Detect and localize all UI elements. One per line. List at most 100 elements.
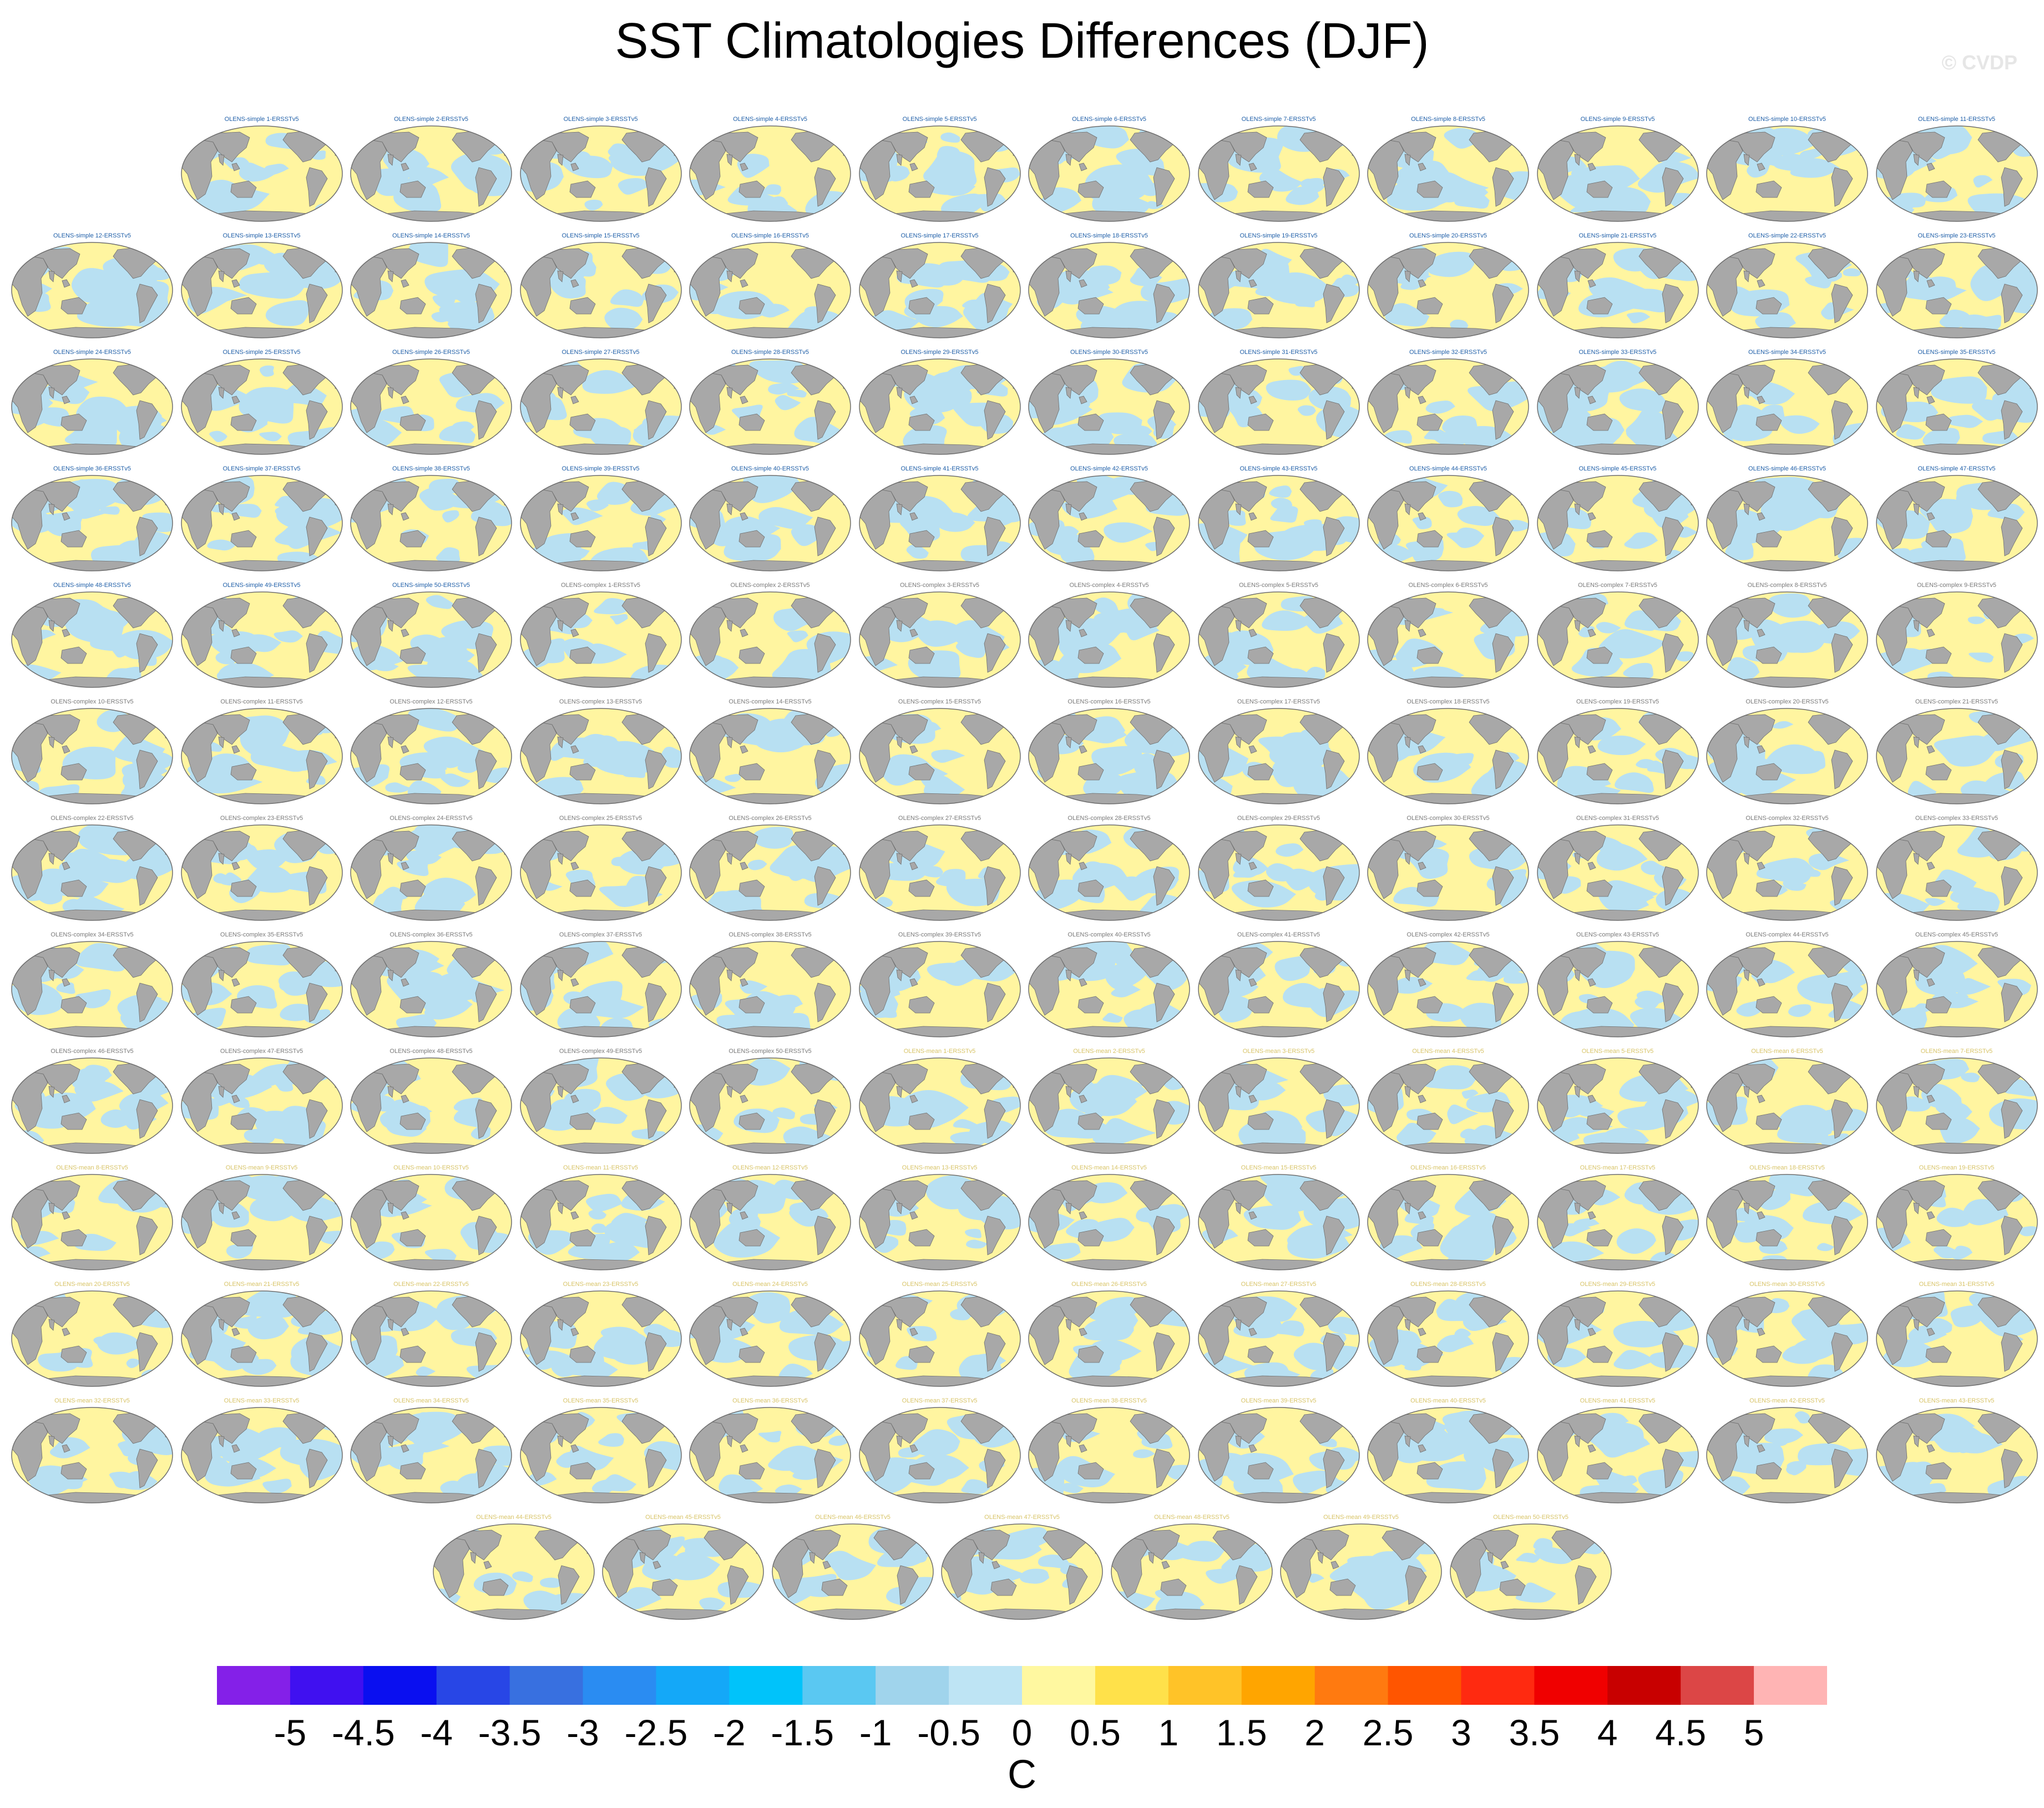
map-panel-label: OLENS-simple 45-ERSSTv5: [1578, 465, 1657, 472]
land-mass: [1386, 248, 1436, 279]
cool-anomaly-region: [1596, 843, 1648, 871]
cool-anomaly-region: [1930, 376, 1987, 404]
land-mass: [896, 503, 902, 515]
cool-anomaly-region: [1769, 1174, 1818, 1197]
land-mass: [306, 983, 327, 1022]
land-mass: [1510, 710, 1524, 721]
map-plot: [1875, 358, 2038, 455]
map-outline: [1367, 125, 1529, 222]
land-mass: [1849, 826, 1863, 837]
map-panel: OLENS-mean 39-ERSSTv5: [1196, 1397, 1362, 1508]
map-panel: OLENS-mean 20-ERSSTv5: [9, 1280, 175, 1391]
land-mass: [1248, 512, 1257, 521]
map-panel-label: OLENS-complex 43-ERSSTv5: [1576, 931, 1660, 938]
map-plot: [1197, 824, 1360, 921]
land-mass: [1895, 481, 1945, 512]
map-panel: OLENS-mean 19-ERSSTv5: [1874, 1164, 2040, 1275]
map-panel: OLENS-simple 9-ERSSTv5: [1535, 115, 1701, 226]
map-outline: [858, 708, 1021, 804]
land-mass: [30, 714, 80, 745]
land-mass: [1587, 279, 1596, 288]
cool-anomaly-region: [1431, 432, 1471, 447]
map-panel-label: OLENS-simple 20-ERSSTv5: [1409, 232, 1487, 239]
land-mass: [569, 297, 595, 315]
cool-anomaly-region: [589, 1107, 628, 1124]
land-mass: [475, 749, 497, 789]
colorbar-swatch: [1534, 1666, 1608, 1705]
map-plot: [180, 941, 343, 1037]
map-plot: [180, 1407, 343, 1503]
map-panel: OLENS-simple 22-ERSSTv5: [1704, 232, 1870, 343]
land-mass: [726, 969, 733, 981]
map-outline: [858, 1174, 1021, 1270]
land-mass: [1725, 947, 1775, 978]
land-mass: [60, 1229, 87, 1247]
land-mass: [218, 503, 224, 515]
cool-anomaly-region: [1426, 251, 1475, 277]
land-mass: [539, 597, 589, 629]
map-panel-label: OLENS-complex 11-ERSSTv5: [220, 698, 303, 705]
land-mass: [231, 978, 240, 987]
land-mass: [1247, 413, 1273, 431]
colorbar-swatch: [876, 1666, 949, 1705]
map-panel: OLENS-mean 8-ERSSTv5: [9, 1164, 175, 1275]
land-mass: [1492, 167, 1514, 207]
map-panel-label: OLENS-mean 41-ERSSTv5: [1580, 1397, 1656, 1404]
map-panel: OLENS-simple 35-ERSSTv5: [1874, 348, 2040, 459]
map-panel: OLENS-simple 49-ERSSTv5: [179, 581, 345, 692]
land-mass: [1492, 749, 1514, 789]
map-panel-label: OLENS-mean 27-ERSSTv5: [1241, 1281, 1317, 1288]
land-mass: [1217, 131, 1267, 163]
land-mass: [570, 1211, 579, 1220]
land-mass: [1171, 710, 1185, 721]
land-mass: [1001, 710, 1016, 721]
land-mass: [62, 396, 70, 404]
map-plot: [1706, 475, 1868, 571]
cool-anomaly-region: [491, 1252, 512, 1267]
map-plot: [1706, 1290, 1868, 1387]
land-mass: [1323, 167, 1344, 207]
map-plot: [1197, 941, 1360, 1037]
map-panel-label: OLENS-complex 35-ERSSTv5: [220, 931, 303, 938]
map-panel-label: OLENS-complex 31-ERSSTv5: [1576, 815, 1660, 822]
map-outline: [689, 358, 851, 455]
map-plot: [1028, 125, 1190, 222]
land-mass: [323, 593, 338, 604]
map-panel: OLENS-mean 47-ERSSTv5: [939, 1513, 1105, 1624]
land-mass: [1247, 996, 1273, 1014]
land-mass: [570, 745, 579, 754]
land-mass: [1849, 127, 1863, 138]
map-panel: OLENS-complex 47-ERSSTv5: [179, 1047, 345, 1158]
map-outline: [11, 824, 173, 921]
land-mass: [1662, 983, 1683, 1022]
land-mass: [154, 826, 168, 837]
map-panel-label: OLENS-complex 12-ERSSTv5: [389, 698, 473, 705]
map-panel-label: OLENS-mean 18-ERSSTv5: [1749, 1164, 1825, 1171]
land-mass: [1831, 1099, 1853, 1139]
map-outline: [1875, 358, 2038, 455]
land-mass: [1662, 516, 1683, 556]
land-mass: [1849, 710, 1863, 721]
cool-anomaly-region: [226, 1243, 253, 1259]
map-panel: OLENS-simple 25-ERSSTv5: [179, 348, 345, 459]
land-mass: [230, 1345, 256, 1363]
map-panel: OLENS-mean 13-ERSSTv5: [857, 1164, 1023, 1275]
land-mass: [1743, 1086, 1750, 1098]
map-plot: [1875, 125, 2038, 222]
map-panel: OLENS-complex 29-ERSSTv5: [1196, 814, 1362, 925]
map-panel-label: OLENS-simple 22-ERSSTv5: [1748, 232, 1826, 239]
land-mass: [387, 969, 394, 981]
land-mass: [2018, 943, 2033, 954]
map-panel-label: OLENS-mean 38-ERSSTv5: [1071, 1397, 1147, 1404]
cool-anomaly-region: [1968, 652, 1994, 663]
cool-anomaly-region: [245, 849, 287, 870]
land-mass: [1757, 396, 1765, 404]
map-panel-label: OLENS-complex 2-ERSSTv5: [730, 582, 810, 589]
land-mass: [662, 826, 677, 837]
land-mass: [1849, 1176, 1863, 1187]
map-panel: OLENS-complex 34-ERSSTv5: [9, 931, 175, 1042]
map-panel: OLENS-simple 48-ERSSTv5: [9, 581, 175, 692]
land-mass: [1913, 1086, 1919, 1098]
land-mass: [493, 593, 507, 604]
land-mass: [1679, 360, 1694, 371]
